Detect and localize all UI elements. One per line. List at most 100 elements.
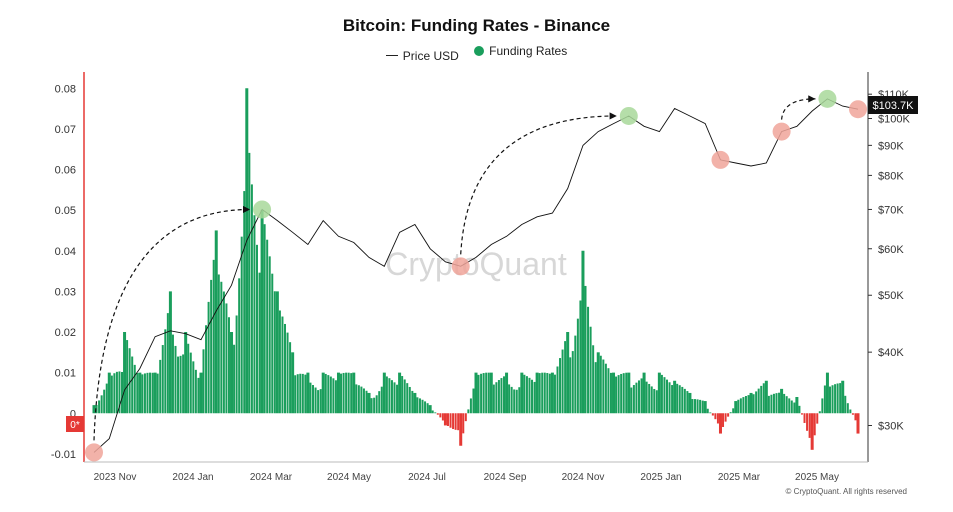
funding-bar [138,372,142,414]
funding-bar [459,413,463,446]
funding-bar [821,398,824,414]
funding-bar [510,386,513,414]
funding-bar [350,373,353,414]
funding-bar [523,374,526,414]
funding-bar [413,392,417,414]
funding-bar [271,273,274,414]
funding-bar [851,413,854,415]
funding-bar [688,392,692,414]
funding-bar [210,279,213,414]
funding-bar [390,380,393,414]
funding-bar [103,389,106,414]
funding-bar [533,381,536,414]
funding-bar [151,372,154,414]
trend-arrow [781,95,816,120]
funding-bar [602,359,605,414]
funding-bar [607,368,610,414]
funding-bar [396,384,399,414]
funding-bar [620,373,623,414]
funding-bar [760,385,763,414]
footer-copyright: © CryptoQuant. All rights reserved [785,487,908,496]
funding-bar [474,372,478,414]
funding-bar [434,412,437,414]
funding-bar [306,372,310,414]
funding-bar [340,373,343,414]
funding-bar [321,372,325,414]
funding-bar [584,285,587,414]
dot-icon [474,46,485,56]
funding-bar [571,351,574,414]
funding-bar [556,366,559,414]
left-tick-label: 0.06 [55,165,76,177]
funding-bar [604,363,607,414]
funding-bar [648,383,651,414]
funding-bar [258,272,261,414]
peak-marker [818,89,837,108]
funding-bar [393,382,396,414]
peak-marker [619,106,638,125]
funding-bar [709,412,712,414]
funding-bar [531,379,534,414]
funding-bar [561,349,564,414]
funding-bar [115,371,118,414]
legend-item-funding[interactable]: Funding Rates [474,44,567,58]
left-axis-ticks: 0.08 0.07 0.06 0.05 0.04 0.03 0.02 0.01 0 -0.01 [51,83,76,461]
funding-bar [581,250,585,414]
funding-bar [816,413,819,424]
trough-marker [451,257,470,276]
watermark: CryptoQuant [385,246,567,282]
price-label: $103.7K [873,100,915,112]
funding-bar [197,377,200,414]
funding-bars [92,88,860,450]
funding-bar [388,378,391,414]
legend-item-price[interactable]: Price USD [385,49,459,63]
funding-bar [408,386,411,414]
funding-bar [538,373,541,414]
funding-bar [525,376,528,414]
funding-bar [489,372,493,414]
funding-bar [345,372,348,414]
funding-bar [452,413,455,430]
funding-bar [449,413,452,428]
funding-bar [467,409,470,414]
funding-bar [722,413,725,427]
funding-bar [469,398,472,414]
funding-bar [500,378,503,414]
funding-bar [764,380,768,414]
funding-bar [161,345,164,414]
funding-bar [334,380,337,414]
funding-bar [767,395,770,414]
left-tick-label: 0.02 [55,327,76,339]
funding-bar [594,362,597,414]
funding-bar [278,310,281,414]
funding-bar [205,325,208,414]
funding-bar [416,397,419,414]
trough-marker [85,443,103,462]
funding-bar [515,389,518,414]
funding-bar [655,390,658,414]
funding-bar [632,385,635,414]
funding-bar [294,375,297,414]
funding-bar [706,408,709,414]
funding-bar [406,383,409,414]
funding-bar [187,343,190,414]
x-tick-label: 2024 Jan [172,472,213,483]
funding-bar [505,372,509,414]
funding-bar [131,356,134,414]
funding-bar [299,373,302,414]
x-tick-label: 2024 Jul [408,472,446,483]
funding-bar [541,372,544,414]
markers [85,89,867,462]
funding-bar [503,376,506,414]
funding-bar [362,388,365,414]
funding-bar [214,230,218,414]
funding-bar [497,380,500,414]
funding-bar [678,385,681,414]
funding-bar [378,391,381,414]
funding-bar [253,215,256,414]
funding-bar [716,413,719,424]
funding-bar [199,372,203,414]
line-icon [385,55,398,56]
funding-bar [141,374,144,414]
